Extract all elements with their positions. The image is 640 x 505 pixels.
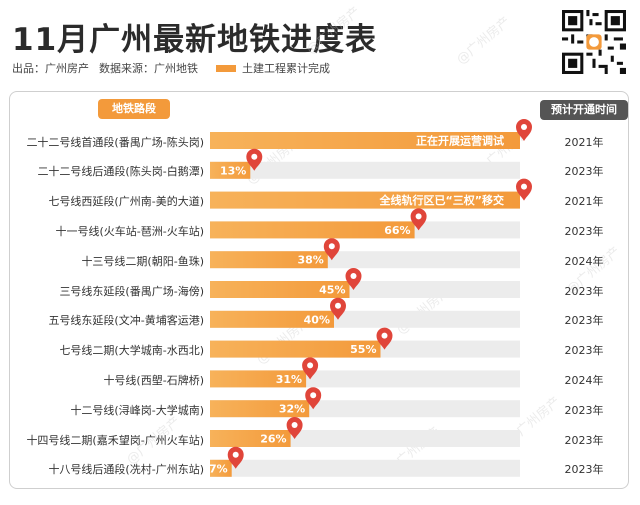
location-pin-dot (335, 302, 341, 309)
location-pin-dot (291, 422, 298, 428)
progress-bar (210, 221, 415, 239)
progress-bar (210, 251, 328, 269)
location-pin-dot (232, 451, 239, 458)
route-label: 十号线(西塱-石牌桥) (103, 373, 204, 387)
progress-bar (210, 430, 291, 447)
opening-year: 2023年 (564, 284, 604, 298)
bar-value-label: 32% (279, 403, 305, 416)
route-label: 五号线东延段(文冲-黄埔客运港) (48, 314, 204, 328)
opening-year: 2023年 (564, 463, 604, 477)
bar-value-label: 38% (297, 254, 323, 267)
progress-bar (210, 281, 350, 298)
qr-code-icon (562, 10, 626, 74)
bar-value-label: 正在开展运营调试 (416, 134, 504, 148)
bar-value-label: 66% (384, 224, 410, 237)
route-label: 十二号线(浔峰岗-大学城南) (70, 403, 204, 417)
opening-year: 2023年 (564, 165, 604, 179)
opening-year: 2023年 (564, 314, 604, 328)
progress-bar (210, 459, 232, 477)
progress-bar (210, 400, 310, 418)
legend-swatch (216, 64, 236, 72)
location-pin-dot (350, 273, 357, 279)
route-label: 二十二号线首通段(番禺广场-陈头岗) (26, 135, 204, 149)
bar-track (210, 459, 520, 477)
meta-line: 出品：广州房产 数据来源：广州地铁 土建工程累计完成 (12, 60, 340, 76)
progress-bar (210, 310, 334, 328)
bar-value-label: 55% (350, 343, 376, 356)
location-pin-dot (310, 392, 317, 399)
location-pin-dot (381, 332, 388, 339)
progress-bar (210, 370, 307, 388)
progress-bar (210, 191, 520, 209)
progress-bar (210, 161, 251, 179)
progress-bar (210, 132, 520, 149)
bar-value-label: 全线轨行区已“三权”移交 (379, 193, 504, 207)
opening-year: 2023年 (564, 433, 604, 447)
opening-year: 2024年 (564, 254, 604, 268)
legend-label: 土建工程累计完成 (242, 62, 330, 75)
opening-year: 2021年 (564, 195, 604, 209)
route-column-header: 地铁路段 (98, 99, 170, 119)
location-pin-dot (328, 243, 335, 250)
location-pin-dot (307, 362, 314, 369)
bar-value-label: 7% (209, 462, 228, 475)
opening-year: 2024年 (564, 373, 604, 387)
page-title: 11月广州最新地铁进度表 (12, 22, 378, 58)
opening-year: 2023年 (564, 344, 604, 358)
route-label: 七号线西延段(广州南-美的大道) (48, 195, 204, 209)
opening-year: 2023年 (564, 224, 604, 238)
data-source-text: 数据来源：广州地铁 (99, 62, 198, 75)
opening-year: 2021年 (564, 135, 604, 149)
opening-year: 2023年 (564, 403, 604, 417)
route-label: 十八号线后通段(冼村-广州东站) (48, 463, 204, 477)
bar-value-label: 31% (276, 373, 302, 386)
bar-value-label: 13% (220, 164, 246, 177)
route-label: 十三号线二期(朝阳-鱼珠) (81, 254, 204, 268)
route-label: 七号线二期(大学城南-水西北) (59, 344, 204, 358)
route-label: 三号线东延段(番禺广场-海傍) (59, 284, 204, 298)
route-label: 二十二号线后通段(陈头岗-白鹅潭) (37, 165, 204, 179)
bar-value-label: 45% (319, 284, 345, 297)
route-label: 十四号线二期(嘉禾望岗-广州火车站) (26, 433, 204, 447)
location-pin-dot (521, 124, 527, 130)
opening-column-header: 预计开通时间 (540, 100, 628, 120)
location-pin-dot (521, 183, 527, 190)
bar-value-label: 40% (304, 313, 330, 326)
bar-track (210, 161, 520, 179)
publisher-text: 出品：广州房产 (12, 62, 89, 75)
location-pin-dot (251, 153, 258, 160)
progress-bar (210, 340, 381, 358)
location-pin-dot (415, 213, 422, 220)
bar-value-label: 26% (260, 433, 286, 446)
location-pin-icon (323, 238, 340, 261)
route-label: 十一号线(火车站-琶洲-火车站) (55, 224, 204, 238)
